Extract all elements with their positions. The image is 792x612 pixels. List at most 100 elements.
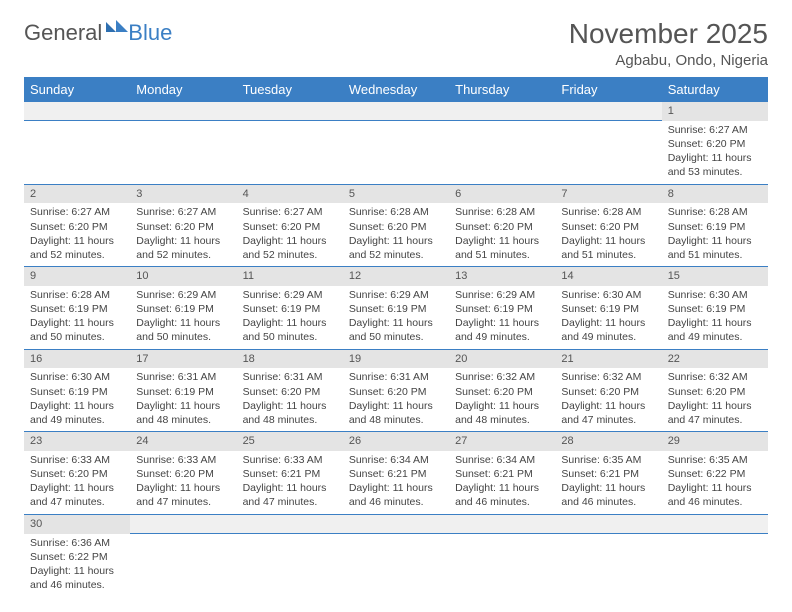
day-number-cell: 10 xyxy=(130,267,236,286)
title-block: November 2025 Agbabu, Ondo, Nigeria xyxy=(569,18,768,69)
day-content-cell xyxy=(449,534,555,597)
day-number-cell: 18 xyxy=(237,349,343,368)
day-content-cell: Sunrise: 6:31 AMSunset: 6:20 PMDaylight:… xyxy=(237,368,343,431)
calendar-table: SundayMondayTuesdayWednesdayThursdayFrid… xyxy=(24,77,768,596)
day-number-cell: 23 xyxy=(24,432,130,451)
day-number-row: 23242526272829 xyxy=(24,432,768,451)
day-number-cell: 24 xyxy=(130,432,236,451)
day-content-cell: Sunrise: 6:29 AMSunset: 6:19 PMDaylight:… xyxy=(449,286,555,349)
day-number-cell xyxy=(130,102,236,121)
day-number-cell: 8 xyxy=(662,184,768,203)
day-number-cell xyxy=(555,102,661,121)
logo: General Blue xyxy=(24,18,172,47)
day-number-cell: 16 xyxy=(24,349,130,368)
day-content-cell: Sunrise: 6:27 AMSunset: 6:20 PMDaylight:… xyxy=(237,203,343,266)
logo-text-accent: Blue xyxy=(128,20,172,46)
day-number-cell: 21 xyxy=(555,349,661,368)
day-content-cell xyxy=(449,121,555,184)
month-title: November 2025 xyxy=(569,18,768,50)
day-content-cell xyxy=(24,121,130,184)
day-number-cell: 9 xyxy=(24,267,130,286)
day-content-cell: Sunrise: 6:28 AMSunset: 6:20 PMDaylight:… xyxy=(555,203,661,266)
day-content-cell xyxy=(555,121,661,184)
day-number-cell xyxy=(662,514,768,533)
day-number-cell xyxy=(24,102,130,121)
day-number-cell: 11 xyxy=(237,267,343,286)
day-number-cell xyxy=(237,102,343,121)
day-number-cell: 25 xyxy=(237,432,343,451)
day-number-cell xyxy=(237,514,343,533)
day-content-cell: Sunrise: 6:28 AMSunset: 6:19 PMDaylight:… xyxy=(662,203,768,266)
day-content-cell: Sunrise: 6:36 AMSunset: 6:22 PMDaylight:… xyxy=(24,534,130,597)
day-content-cell: Sunrise: 6:32 AMSunset: 6:20 PMDaylight:… xyxy=(449,368,555,431)
day-number-cell: 14 xyxy=(555,267,661,286)
weekday-header-row: SundayMondayTuesdayWednesdayThursdayFrid… xyxy=(24,77,768,102)
day-content-cell: Sunrise: 6:33 AMSunset: 6:20 PMDaylight:… xyxy=(130,451,236,514)
day-content-cell: Sunrise: 6:30 AMSunset: 6:19 PMDaylight:… xyxy=(662,286,768,349)
weekday-header: Thursday xyxy=(449,77,555,102)
calendar-body: 1Sunrise: 6:27 AMSunset: 6:20 PMDaylight… xyxy=(24,102,768,596)
day-number-row: 16171819202122 xyxy=(24,349,768,368)
day-number-cell: 17 xyxy=(130,349,236,368)
day-content-cell xyxy=(343,534,449,597)
day-content-cell: Sunrise: 6:28 AMSunset: 6:20 PMDaylight:… xyxy=(343,203,449,266)
day-content-cell xyxy=(662,534,768,597)
day-number-cell: 22 xyxy=(662,349,768,368)
header: General Blue November 2025 Agbabu, Ondo,… xyxy=(24,18,768,69)
day-number-row: 1 xyxy=(24,102,768,121)
day-number-cell: 1 xyxy=(662,102,768,121)
day-number-row: 2345678 xyxy=(24,184,768,203)
day-content-row: Sunrise: 6:28 AMSunset: 6:19 PMDaylight:… xyxy=(24,286,768,349)
day-number-cell: 5 xyxy=(343,184,449,203)
weekday-header: Saturday xyxy=(662,77,768,102)
day-number-row: 9101112131415 xyxy=(24,267,768,286)
day-number-cell: 2 xyxy=(24,184,130,203)
day-number-cell: 26 xyxy=(343,432,449,451)
weekday-header: Monday xyxy=(130,77,236,102)
day-content-cell xyxy=(237,534,343,597)
day-content-cell: Sunrise: 6:27 AMSunset: 6:20 PMDaylight:… xyxy=(130,203,236,266)
day-content-cell: Sunrise: 6:31 AMSunset: 6:20 PMDaylight:… xyxy=(343,368,449,431)
day-content-row: Sunrise: 6:27 AMSunset: 6:20 PMDaylight:… xyxy=(24,203,768,266)
weekday-header: Tuesday xyxy=(237,77,343,102)
day-content-row: Sunrise: 6:27 AMSunset: 6:20 PMDaylight:… xyxy=(24,121,768,184)
day-number-cell: 30 xyxy=(24,514,130,533)
location: Agbabu, Ondo, Nigeria xyxy=(569,52,768,69)
day-content-cell: Sunrise: 6:32 AMSunset: 6:20 PMDaylight:… xyxy=(555,368,661,431)
day-content-cell: Sunrise: 6:28 AMSunset: 6:20 PMDaylight:… xyxy=(449,203,555,266)
day-content-cell: Sunrise: 6:27 AMSunset: 6:20 PMDaylight:… xyxy=(662,121,768,184)
day-number-cell: 4 xyxy=(237,184,343,203)
day-content-cell xyxy=(130,121,236,184)
day-number-cell: 20 xyxy=(449,349,555,368)
day-content-row: Sunrise: 6:36 AMSunset: 6:22 PMDaylight:… xyxy=(24,534,768,597)
day-content-cell: Sunrise: 6:32 AMSunset: 6:20 PMDaylight:… xyxy=(662,368,768,431)
day-content-cell: Sunrise: 6:29 AMSunset: 6:19 PMDaylight:… xyxy=(237,286,343,349)
day-content-cell xyxy=(343,121,449,184)
day-number-cell xyxy=(130,514,236,533)
day-content-cell: Sunrise: 6:35 AMSunset: 6:22 PMDaylight:… xyxy=(662,451,768,514)
day-number-cell: 13 xyxy=(449,267,555,286)
day-content-cell: Sunrise: 6:33 AMSunset: 6:20 PMDaylight:… xyxy=(24,451,130,514)
day-content-cell: Sunrise: 6:33 AMSunset: 6:21 PMDaylight:… xyxy=(237,451,343,514)
day-content-cell: Sunrise: 6:30 AMSunset: 6:19 PMDaylight:… xyxy=(24,368,130,431)
day-content-cell xyxy=(555,534,661,597)
weekday-header: Sunday xyxy=(24,77,130,102)
day-number-cell xyxy=(555,514,661,533)
day-number-cell: 27 xyxy=(449,432,555,451)
day-number-cell xyxy=(343,102,449,121)
day-number-cell: 28 xyxy=(555,432,661,451)
day-content-cell: Sunrise: 6:31 AMSunset: 6:19 PMDaylight:… xyxy=(130,368,236,431)
day-content-row: Sunrise: 6:30 AMSunset: 6:19 PMDaylight:… xyxy=(24,368,768,431)
day-number-cell xyxy=(449,102,555,121)
day-number-cell: 15 xyxy=(662,267,768,286)
day-content-cell: Sunrise: 6:30 AMSunset: 6:19 PMDaylight:… xyxy=(555,286,661,349)
weekday-header: Friday xyxy=(555,77,661,102)
day-number-cell: 7 xyxy=(555,184,661,203)
day-content-cell xyxy=(130,534,236,597)
day-number-cell: 3 xyxy=(130,184,236,203)
day-content-cell: Sunrise: 6:29 AMSunset: 6:19 PMDaylight:… xyxy=(130,286,236,349)
day-content-cell xyxy=(237,121,343,184)
day-content-cell: Sunrise: 6:34 AMSunset: 6:21 PMDaylight:… xyxy=(449,451,555,514)
day-number-cell: 29 xyxy=(662,432,768,451)
weekday-header: Wednesday xyxy=(343,77,449,102)
